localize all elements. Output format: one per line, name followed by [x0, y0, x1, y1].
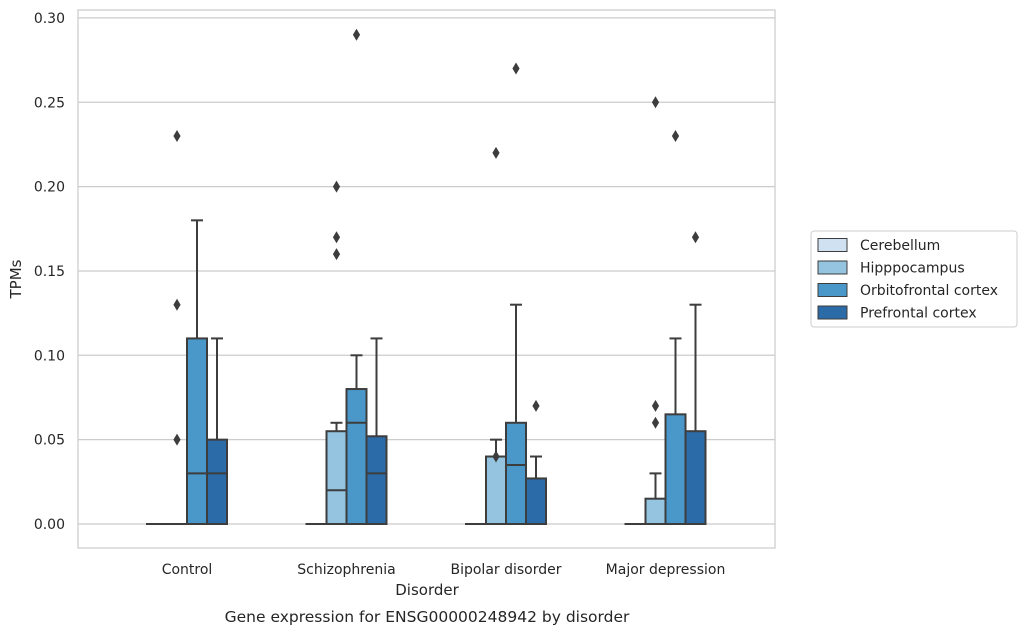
box-body — [485, 455, 507, 525]
legend-swatch — [817, 283, 848, 297]
y-tick-label: 0.30 — [34, 11, 65, 27]
outlier-point — [532, 399, 540, 412]
box-body — [644, 497, 667, 526]
x-tick-label: Schizophrenia — [297, 562, 395, 578]
outlier-point — [332, 231, 341, 244]
y-tick-label: 0.20 — [34, 180, 65, 196]
outlier-point — [332, 180, 341, 193]
series-hipppocampus — [166, 96, 667, 526]
legend-label: Cerebellum — [860, 238, 940, 254]
boxes — [146, 28, 707, 526]
box — [365, 337, 388, 525]
box-body — [525, 477, 547, 525]
series-prefrontal-cortex — [206, 231, 707, 525]
legend-label: Prefrontal cortex — [860, 306, 977, 322]
legend-swatch — [817, 260, 848, 275]
legend-label: Hipppocampus — [860, 261, 965, 277]
box — [345, 28, 368, 526]
y-tick-label: 0.25 — [34, 95, 65, 111]
outlier-point — [512, 62, 520, 75]
y-tick-label: 0.05 — [34, 433, 65, 449]
box — [664, 129, 687, 525]
series-orbitofrontal-cortex — [186, 28, 687, 526]
box-body — [684, 430, 707, 525]
box — [525, 399, 547, 525]
x-axis-ticks: Control Schizophrenia Bipolar disorder Majo… — [162, 562, 726, 578]
box-body — [664, 413, 687, 525]
y-tick-label: 0.00 — [34, 517, 65, 533]
legend: Cerebellum Hipppocampus Orbitofrontal cort… — [810, 230, 1018, 328]
outlier-point — [173, 433, 181, 446]
box-body — [186, 337, 208, 525]
box — [186, 219, 208, 525]
box-body — [325, 430, 348, 525]
legend-frame — [810, 230, 1018, 328]
outlier-point — [332, 248, 341, 261]
plot-area-frame — [77, 9, 776, 549]
box-body — [365, 435, 388, 525]
y-axis-title: TPMs — [7, 259, 25, 299]
y-tick-label: 0.10 — [34, 348, 65, 364]
figure-caption: Gene expression for ENSG00000248942 by d… — [225, 608, 630, 626]
box-body — [505, 421, 527, 525]
outlier-point — [671, 129, 680, 142]
legend-swatch — [817, 305, 848, 320]
outlier-point — [173, 298, 181, 311]
legend-label: Orbitofrontal cortex — [860, 283, 998, 299]
box — [644, 96, 667, 526]
box — [505, 62, 527, 525]
x-tick-label: Control — [162, 562, 213, 578]
y-tick-label: 0.15 — [34, 264, 65, 280]
legend-swatch — [817, 238, 848, 252]
box — [325, 180, 348, 525]
outlier-point — [492, 146, 500, 159]
box — [485, 146, 507, 525]
x-axis-title: Disorder — [395, 581, 459, 599]
outlier-point — [651, 416, 660, 429]
box — [166, 129, 188, 526]
outlier-point — [492, 450, 500, 463]
box — [684, 231, 707, 525]
box — [206, 337, 228, 525]
x-tick-label: Bipolar disorder — [450, 562, 561, 578]
outlier-point — [691, 231, 700, 244]
outlier-point — [352, 28, 361, 41]
outlier-point — [173, 129, 181, 142]
box-body — [206, 438, 228, 525]
legend-items: Cerebellum Hipppocampus Orbitofrontal cort… — [817, 238, 998, 322]
outlier-point — [651, 399, 660, 412]
outlier-point — [651, 96, 660, 109]
box-body — [345, 388, 368, 526]
y-axis-ticks: 0.00 0.05 0.10 0.15 0.20 0.25 0.30 — [34, 11, 65, 533]
x-tick-label: Major depression — [606, 562, 726, 578]
